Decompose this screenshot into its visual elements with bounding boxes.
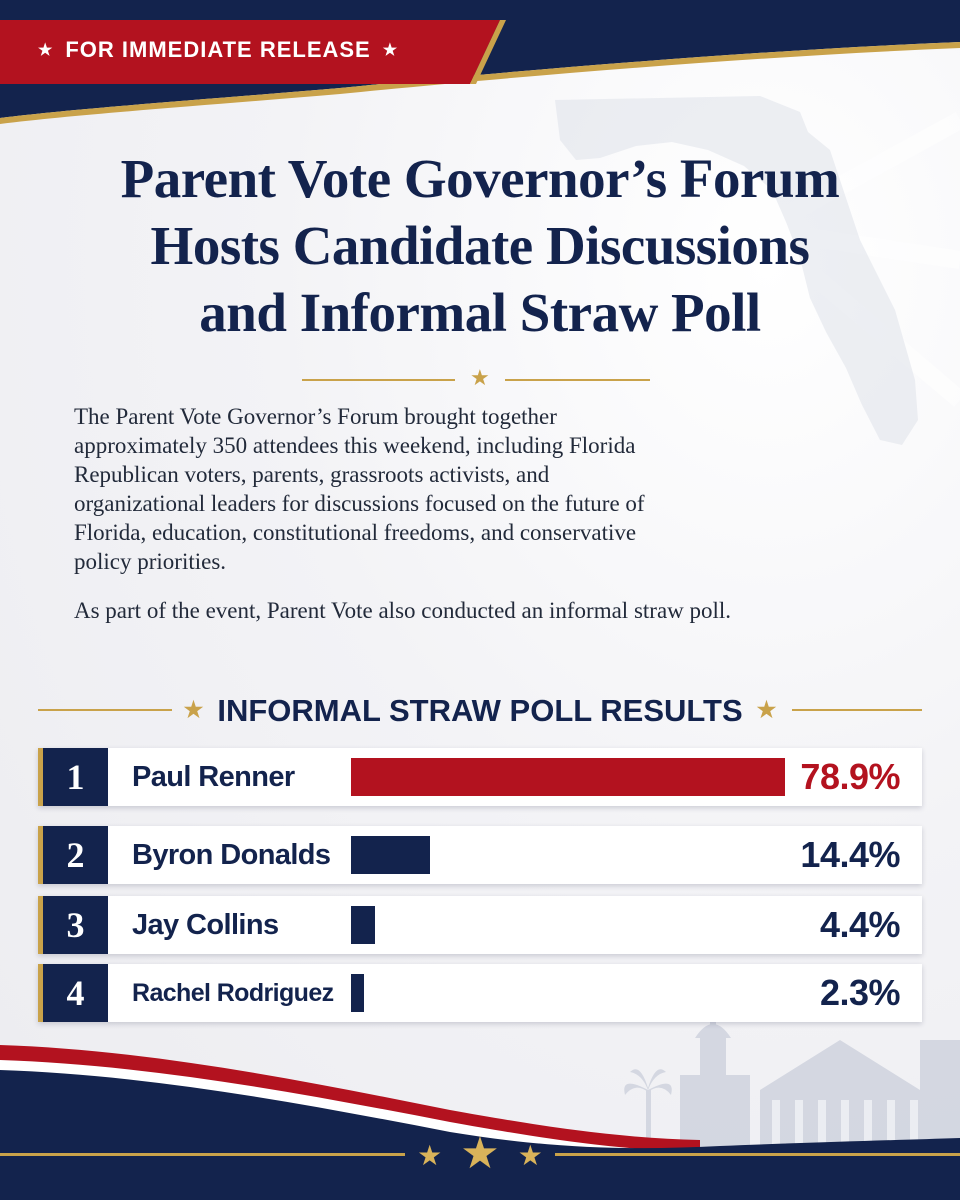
- star-icon: ★: [460, 1129, 500, 1178]
- poll-result-row: 4 Rachel Rodriguez 2.3%: [38, 964, 922, 1022]
- poll-result-row: 3 Jay Collins 4.4%: [38, 896, 922, 954]
- poll-heading-label: INFORMAL STRAW POLL RESULTS: [217, 693, 743, 728]
- headline-line: Parent Vote Governor’s Forum: [120, 148, 840, 209]
- badge-star-icon: ★: [38, 42, 54, 59]
- headline: Parent Vote Governor’s Forum Hosts Candi…: [40, 145, 920, 346]
- bottom-gold-stripe: [0, 1153, 405, 1156]
- intro-line: policy priorities.: [74, 549, 227, 574]
- rank-number: 1: [38, 748, 108, 806]
- bottom-gold-stripe-right: [555, 1153, 960, 1156]
- poll-result-row: 1 Paul Renner 78.9%: [38, 748, 922, 806]
- intro-line: approximately 350 attendees this weekend…: [74, 433, 636, 458]
- bottom-navy-wave: [0, 1070, 960, 1200]
- divider-star-icon: ★: [470, 365, 490, 390]
- poll-heading-star-icon: ★: [756, 697, 777, 722]
- intro-line: The Parent Vote Governor’s Forum brought…: [74, 404, 557, 429]
- intro-text: The Parent Vote Governor’s Forum brought…: [74, 402, 794, 625]
- candidate-name: Paul Renner: [132, 761, 295, 793]
- top-gold-stripe: [0, 42, 960, 124]
- intro-line: Republican voters, parents, grassroots a…: [74, 462, 550, 487]
- result-bar: [351, 974, 364, 1012]
- badge-star-icon: ★: [382, 42, 399, 59]
- poll-heading: ★ INFORMAL STRAW POLL RESULTS ★: [0, 688, 960, 733]
- intro-paragraph-1: The Parent Vote Governor’s Forum brought…: [74, 402, 794, 576]
- result-percent: 2.3%: [819, 972, 901, 1013]
- footer-stars: ★ ★ ★: [0, 1132, 960, 1186]
- intro-line: Florida, education, constitutional freed…: [74, 520, 637, 545]
- release-badge-gold-edge: [470, 20, 506, 84]
- poll-heading-star-icon: ★: [183, 697, 204, 722]
- result-bar: [351, 906, 375, 944]
- headline-line: Hosts Candidate Discussions: [150, 215, 810, 276]
- capitol-columns: [772, 1100, 918, 1160]
- badge-label: FOR IMMEDIATE RELEASE: [65, 37, 371, 62]
- florida-map-silhouette: [555, 96, 918, 445]
- rank-number: 4: [38, 964, 108, 1022]
- result-bar: [351, 836, 430, 874]
- release-badge-shape: [0, 20, 500, 84]
- release-badge: ★ FOR IMMEDIATE RELEASE ★: [38, 35, 398, 65]
- candidate-name: Rachel Rodriguez: [132, 979, 334, 1007]
- headline-line: and Informal Straw Poll: [199, 282, 761, 343]
- star-icon: ★: [417, 1141, 443, 1172]
- intro-paragraph-2: As part of the event, Parent Vote also c…: [74, 598, 732, 623]
- palm-tree-silhouette: [624, 1069, 672, 1160]
- star-icon: ★: [517, 1141, 543, 1172]
- rank-number: 3: [38, 896, 108, 954]
- result-percent: 4.4%: [819, 904, 901, 945]
- intro-line: organizational leaders for discussions f…: [74, 491, 645, 516]
- result-percent: 14.4%: [800, 834, 900, 875]
- rank-number: 2: [38, 826, 108, 884]
- candidate-name: Jay Collins: [132, 909, 279, 941]
- result-bar: [351, 758, 785, 796]
- poll-result-row: 2 Byron Donalds 14.4%: [38, 826, 922, 884]
- result-percent: 78.9%: [800, 756, 900, 797]
- candidate-name: Byron Donalds: [132, 839, 331, 871]
